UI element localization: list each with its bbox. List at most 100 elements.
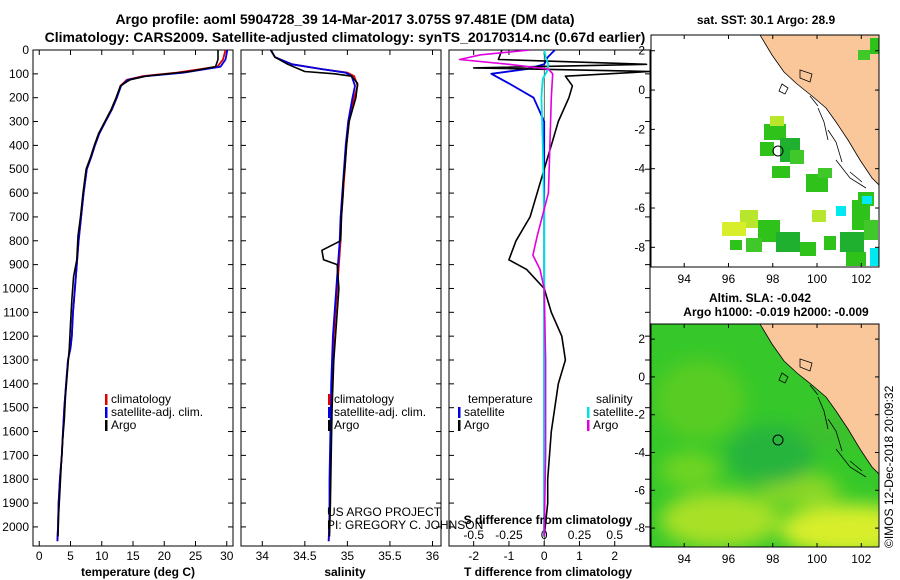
xtick-label: 20	[158, 549, 172, 563]
sst-pixel	[760, 142, 774, 156]
legend-title-temperature: temperature	[468, 392, 533, 406]
ytick-label: 1800	[2, 472, 29, 486]
series-line-climatology	[56, 50, 227, 542]
ytick-label: 100	[9, 67, 29, 81]
map-xtick-label: 100	[807, 272, 827, 286]
t-difference-xlabel: T difference from climatology	[464, 565, 632, 579]
xtick-label: 30	[220, 549, 234, 563]
xtick-label: 0	[541, 549, 548, 563]
sst-land-mass	[759, 35, 879, 186]
legend-label: satellite	[464, 405, 505, 419]
xtick-label: 5	[67, 549, 74, 563]
temperature-panel: 0 5 10 15 20 25 300100200300400500600700800900…	[2, 43, 233, 579]
legend-label: Argo	[464, 418, 490, 432]
ytick-label: 1100	[3, 305, 29, 319]
xtick-label: 35	[341, 549, 355, 563]
temperature-axis-ticks: 0 5 10 15 20 25 300100200300400500600700800900…	[2, 43, 233, 563]
s-xtick-label: 0.5	[606, 528, 623, 542]
map-ytick-label: -2	[634, 122, 645, 136]
legend-swatch	[458, 407, 461, 418]
legend-label: satellite	[593, 405, 634, 419]
sst-pixel	[870, 38, 879, 54]
pi-credit: PI: GREGORY C. JOHNSON	[327, 518, 483, 532]
salinity-panel: 34 34.5 35 35.5 36 climatologysatellite-adj.…	[240, 49, 483, 579]
sst-pixel	[824, 236, 836, 250]
xtick-label: 34	[256, 549, 270, 563]
map-ytick-label: 0	[638, 370, 645, 384]
map-ytick-label: -8	[634, 521, 645, 535]
sst-pixel	[800, 242, 816, 256]
legend-swatch	[105, 394, 108, 405]
legend-label: climatology	[111, 392, 171, 406]
salinity-series	[270, 50, 359, 542]
sst-pixel	[758, 220, 780, 242]
ytick-label: 1500	[2, 401, 29, 415]
xtick-label: 10	[95, 549, 109, 563]
sst-pixel	[846, 252, 866, 266]
sst-pixel	[870, 248, 879, 266]
temperature-plot-frame	[32, 49, 234, 547]
sst-map-frame	[650, 34, 880, 268]
ytick-label: 1200	[2, 329, 29, 343]
sst-pixel	[864, 220, 878, 240]
map-ytick-label: -4	[634, 446, 645, 460]
legend-swatch	[587, 407, 590, 418]
xtick-label: 25	[189, 549, 203, 563]
salinity-plot-frame	[240, 49, 442, 547]
figure-title-line-2: Climatology: CARS2009. Satellite-adjuste…	[45, 29, 646, 45]
sla-anomaly-blobs	[655, 360, 879, 547]
legend-swatch	[105, 407, 108, 418]
sla-map-title: Altim. SLA: -0.042	[709, 291, 811, 305]
s-xtick-label: 0.25	[568, 528, 592, 542]
ytick-label: 2000	[2, 520, 29, 534]
sst-map-title: sat. SST: 30.1 Argo: 28.9	[697, 13, 836, 27]
ytick-label: 200	[9, 91, 29, 105]
map-xtick-label: 102	[851, 552, 871, 566]
legend-label: Argo	[111, 418, 137, 432]
legend-label: satellite-adj. clim.	[111, 405, 203, 419]
map-ytick-label: -6	[634, 201, 645, 215]
series-line-argo	[57, 50, 219, 537]
ytick-label: 0	[22, 43, 29, 57]
legend-swatch	[328, 407, 331, 418]
difference-series	[458, 50, 650, 537]
temperature-series	[56, 50, 229, 542]
map-ytick-label: 2	[638, 44, 645, 58]
ytick-label: 300	[9, 115, 29, 129]
legend-swatch	[105, 420, 108, 431]
sst-pixel	[790, 150, 804, 164]
temperature-xlabel: temperature (deg C)	[81, 565, 195, 579]
ytick-label: 1300	[2, 353, 29, 367]
map-ytick-label: -8	[634, 240, 645, 254]
sst-pixel	[862, 196, 872, 204]
xtick-label: 0	[36, 549, 43, 563]
sst-pixel	[836, 206, 846, 216]
xtick-label: 15	[126, 549, 140, 563]
sla-map-ticks: 94 96 98 100 102 2 0 -2 -4 -6 -8	[634, 324, 879, 566]
series-line-climatology	[270, 50, 359, 542]
map-ytick-label: -4	[634, 162, 645, 176]
ytick-label: 800	[9, 234, 29, 248]
sst-pixel	[770, 116, 784, 126]
sst-pixel	[806, 174, 828, 192]
legend-title-salinity: salinity	[596, 392, 633, 406]
series-line-satellite-adj-clim-	[56, 50, 229, 542]
legend-label: climatology	[334, 392, 394, 406]
sst-pixel	[818, 168, 832, 178]
sst-pixel	[840, 232, 864, 252]
s-difference-label: S difference from climatology	[464, 513, 633, 527]
map-xtick-label: 94	[678, 272, 692, 286]
sst-pixel-field	[722, 38, 879, 266]
legend-swatch	[458, 420, 461, 431]
legend-swatch	[587, 420, 590, 431]
legend-label: Argo	[593, 418, 619, 432]
map-xtick-label: 96	[722, 272, 736, 286]
sla-island-chain	[778, 358, 867, 478]
map-ytick-label: -2	[634, 408, 645, 422]
series-line-argo	[270, 50, 359, 537]
difference-legend: temperature salinitysatelliteArgosatellit…	[458, 392, 634, 432]
xtick-label: 2	[611, 549, 618, 563]
sst-island-chain	[778, 69, 867, 189]
